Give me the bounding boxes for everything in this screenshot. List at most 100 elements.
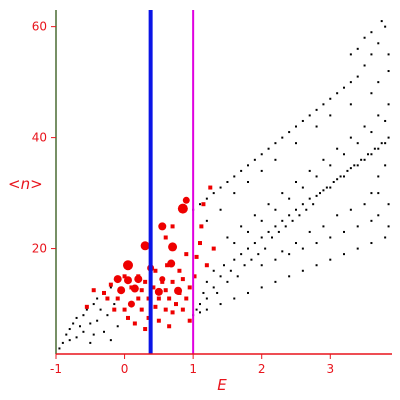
x-tick-label: 3 xyxy=(326,362,334,376)
data-point xyxy=(132,321,137,326)
data-point xyxy=(315,264,318,267)
data-point xyxy=(349,81,352,84)
data-point xyxy=(72,322,75,325)
data-point xyxy=(336,214,339,217)
data-point xyxy=(134,275,143,284)
data-point xyxy=(187,318,192,323)
data-point xyxy=(174,286,183,295)
data-point xyxy=(130,284,139,293)
data-point xyxy=(174,302,178,307)
data-point xyxy=(168,242,178,252)
data-point xyxy=(216,291,219,294)
data-point xyxy=(343,253,345,256)
x-tick-label: -1 xyxy=(50,362,62,376)
data-point xyxy=(247,291,249,294)
data-point xyxy=(377,42,380,45)
data-point xyxy=(363,64,366,67)
data-point xyxy=(377,214,380,217)
data-point xyxy=(143,327,148,332)
data-point xyxy=(356,164,359,167)
data-point xyxy=(264,247,267,250)
data-point xyxy=(167,324,172,329)
data-point xyxy=(384,236,387,239)
data-point xyxy=(154,287,163,296)
data-point xyxy=(370,153,373,156)
data-point xyxy=(295,181,297,183)
data-point xyxy=(99,308,102,311)
data-point xyxy=(205,280,208,283)
data-point xyxy=(109,339,112,342)
data-point xyxy=(343,175,345,178)
data-point xyxy=(219,186,222,189)
data-point xyxy=(349,136,352,139)
data-point xyxy=(219,275,222,278)
data-point xyxy=(329,258,332,261)
data-point xyxy=(68,339,71,342)
data-point xyxy=(288,131,291,134)
data-point xyxy=(260,286,263,289)
data-point xyxy=(247,247,249,250)
data-point xyxy=(140,241,150,251)
data-point xyxy=(233,297,236,300)
data-point xyxy=(91,288,96,293)
data-point xyxy=(58,347,61,350)
data-point xyxy=(329,114,332,117)
data-point xyxy=(281,219,284,222)
data-point xyxy=(177,203,188,214)
data-point xyxy=(233,258,236,261)
data-point xyxy=(75,336,78,339)
y-tick-label: 40 xyxy=(32,131,47,145)
data-point xyxy=(370,131,373,134)
data-point xyxy=(377,147,380,150)
data-point xyxy=(159,276,166,283)
y-tick-label: 60 xyxy=(32,20,47,34)
data-point xyxy=(257,253,260,256)
data-point xyxy=(349,103,352,106)
data-point xyxy=(305,208,308,211)
data-point xyxy=(260,236,263,239)
data-point xyxy=(240,253,243,256)
data-point xyxy=(226,181,229,183)
data-point xyxy=(170,279,175,284)
data-point xyxy=(288,253,291,256)
data-point xyxy=(370,192,373,195)
data-point xyxy=(295,208,297,211)
data-point xyxy=(115,296,120,301)
x-tick-label: 0 xyxy=(121,362,129,376)
data-point xyxy=(167,259,176,268)
data-point xyxy=(377,81,380,84)
data-point xyxy=(284,225,287,228)
data-point xyxy=(312,203,315,206)
data-point xyxy=(360,158,363,161)
data-point xyxy=(370,31,373,34)
data-point xyxy=(301,203,304,206)
data-point xyxy=(233,242,236,245)
data-point xyxy=(363,125,366,128)
data-point xyxy=(233,175,236,178)
data-point xyxy=(343,230,345,233)
data-point xyxy=(370,242,373,245)
data-point xyxy=(146,315,151,320)
data-point xyxy=(89,322,92,325)
data-point xyxy=(315,194,318,197)
data-point xyxy=(170,310,175,315)
data-point xyxy=(184,296,189,301)
data-point xyxy=(247,164,249,167)
data-point xyxy=(199,203,201,206)
black-point-series xyxy=(58,20,390,350)
data-point xyxy=(250,258,253,261)
data-point xyxy=(277,230,280,233)
data-point xyxy=(199,224,204,229)
data-point xyxy=(151,285,156,290)
data-point xyxy=(61,341,64,344)
data-point xyxy=(260,219,263,222)
data-point xyxy=(89,341,92,344)
data-point xyxy=(205,219,208,222)
data-point xyxy=(356,225,359,228)
data-point xyxy=(198,241,202,246)
data-point xyxy=(370,53,373,56)
data-point xyxy=(373,147,376,150)
data-point xyxy=(288,275,291,278)
data-point xyxy=(301,119,304,122)
